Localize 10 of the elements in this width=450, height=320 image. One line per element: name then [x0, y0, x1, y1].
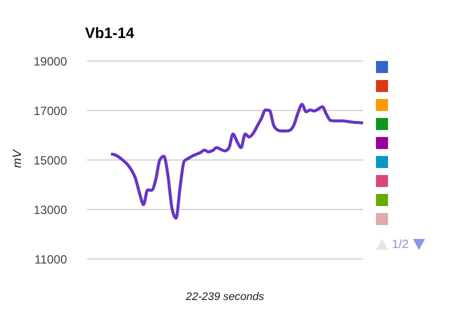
- y-tick-label: 15000: [34, 153, 68, 168]
- y-tick-label: 13000: [34, 202, 68, 217]
- chart-title: Vb1-14: [85, 25, 134, 42]
- x-axis-title: 22-239 seconds: [184, 291, 266, 303]
- line-series: [110, 102, 364, 220]
- y-tick-label: 11000: [34, 252, 68, 266]
- y-tick-label: 17000: [34, 104, 68, 118]
- y-tick-label: 19000: [34, 54, 68, 68]
- text: 1/2: [392, 237, 409, 251]
- y-axis-title: mV: [10, 150, 24, 168]
